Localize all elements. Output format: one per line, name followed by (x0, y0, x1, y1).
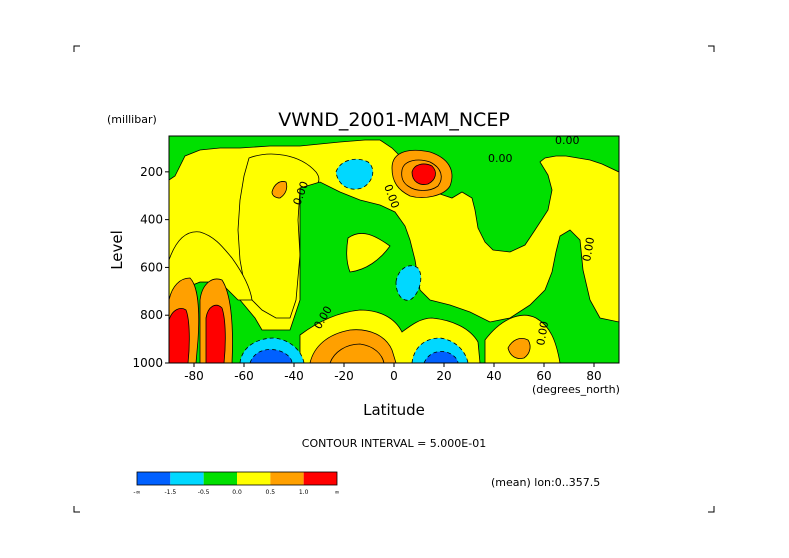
x-axis-unit: (degrees_north) (532, 383, 620, 396)
contour-label: 0.00 (580, 236, 597, 262)
region-green-north-top (169, 136, 619, 253)
region-yellow-central-blob (346, 233, 391, 273)
y-tick-label: 400 (140, 213, 163, 227)
colorbar-swatch (303, 472, 337, 485)
x-axis: -80 -60 -40 -20 0 20 40 60 80 (184, 363, 602, 383)
x-tick-label: -40 (284, 369, 304, 383)
region-blue-lower-right (423, 351, 459, 363)
colorbar-frame (136, 471, 338, 486)
colorbar-label: -∞ (133, 489, 140, 496)
x-tick-label: -80 (184, 369, 204, 383)
x-tick-label: 80 (586, 369, 601, 383)
region-cyan-upper (335, 158, 374, 190)
colorbar-label: -1.5 (164, 489, 176, 496)
crop-marks (73, 45, 715, 513)
y-tick-label: 600 (140, 260, 163, 274)
y-unit-label: (millibar) (107, 113, 157, 126)
colorbar-label: 1.0 (299, 489, 309, 496)
contour-label: 0.00 (555, 134, 580, 147)
y-axis-title: Level (108, 230, 126, 270)
colorbar-swatch (170, 472, 204, 485)
contour-field (169, 136, 619, 363)
region-red-second-band (205, 304, 226, 363)
region-red-left-band (169, 308, 190, 363)
region-red-upper (411, 163, 436, 185)
x-tick-label: 60 (536, 369, 551, 383)
colorbar-label: 0.0 (232, 489, 242, 496)
y-tick-label: 200 (140, 165, 163, 179)
x-axis-title: Latitude (363, 401, 425, 419)
x-tick-label: 40 (486, 369, 501, 383)
x-tick-label: -60 (234, 369, 254, 383)
x-tick-label: 20 (436, 369, 451, 383)
region-orange-small (271, 181, 288, 199)
chart-title: VWND_2001-MAM_NCEP (278, 109, 510, 131)
x-tick-label: -20 (334, 369, 354, 383)
colorbar-label: 0.5 (266, 489, 276, 496)
y-tick-label: 800 (140, 308, 163, 322)
region-blue-lower-left (249, 349, 293, 363)
y-tick-label: 1000 (132, 356, 163, 370)
footer-text: (mean) lon:0..357.5 (491, 476, 600, 489)
colorbar-swatch (270, 472, 304, 485)
colorbar-swatch (203, 472, 237, 485)
contour-label: 0.00 (488, 152, 513, 165)
colorbar: -∞ -1.5 -0.5 0.0 0.5 1.0 ∞ (133, 471, 340, 496)
colorbar-swatch (137, 472, 171, 485)
region-orange-lower-mid-inner (329, 343, 385, 363)
region-cyan-mid (395, 265, 422, 301)
contour-interval-text: CONTOUR INTERVAL = 5.000E-01 (302, 437, 486, 450)
contour-label: 0.00 (534, 320, 551, 346)
x-tick-label: 0 (390, 369, 398, 383)
y-axis: 200 400 600 800 1000 (132, 165, 169, 370)
colorbar-swatch (237, 472, 271, 485)
colorbar-label: ∞ (335, 489, 340, 496)
region-orange-lower-right (507, 338, 531, 359)
colorbar-label: -0.5 (198, 489, 210, 496)
